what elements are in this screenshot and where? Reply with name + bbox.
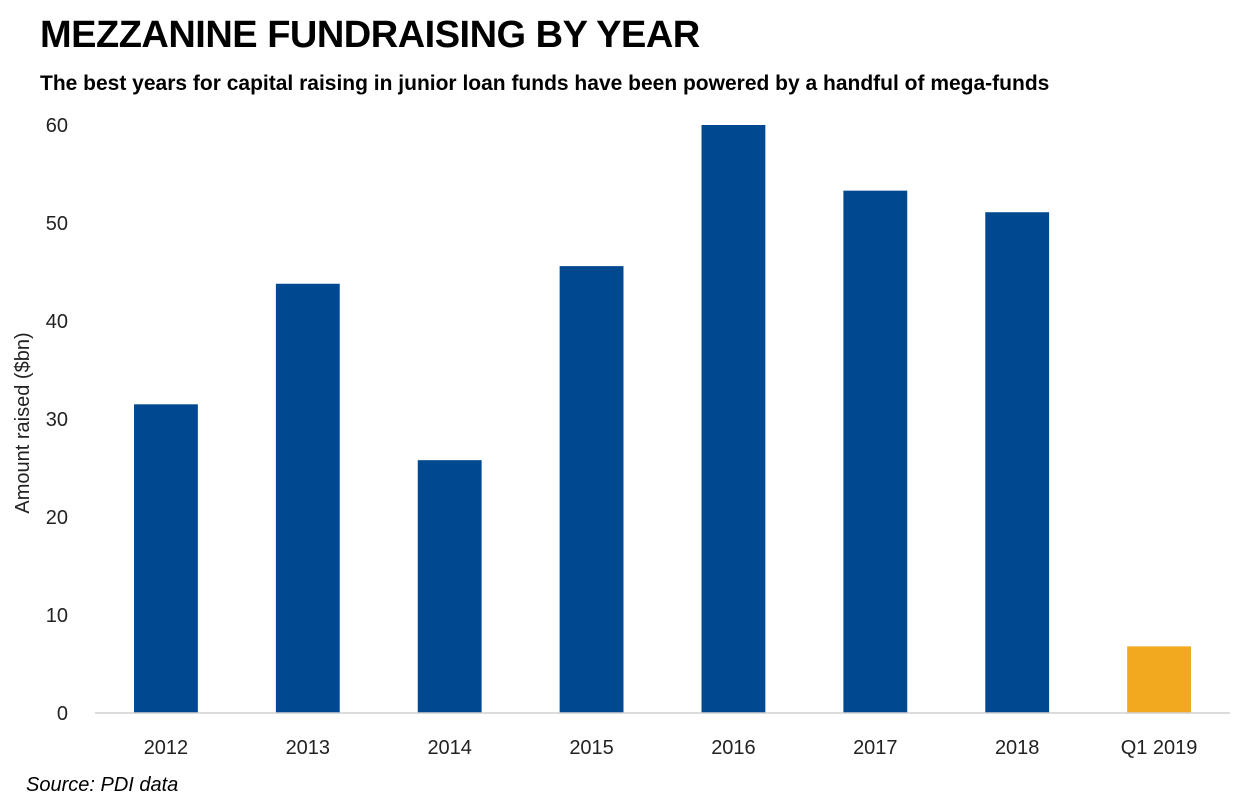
y-tick-label: 0 bbox=[57, 703, 68, 725]
x-tick-label: 2015 bbox=[569, 737, 614, 759]
bar-2015 bbox=[559, 266, 624, 713]
y-tick-label: 40 bbox=[46, 311, 68, 333]
bar-2013 bbox=[275, 283, 340, 713]
y-tick-label: 10 bbox=[46, 605, 68, 627]
x-tick-label: 2012 bbox=[144, 737, 189, 759]
source-note: Source: PDI data bbox=[26, 774, 179, 796]
bar-2018 bbox=[985, 212, 1050, 713]
y-axis-label: Amount raised ($bn) bbox=[12, 332, 34, 513]
y-tick-label: 20 bbox=[46, 507, 68, 529]
bar-2012 bbox=[134, 404, 198, 713]
x-tick-label: 2018 bbox=[995, 737, 1040, 759]
bars bbox=[134, 125, 1191, 713]
chart-subtitle: The best years for capital raising in ju… bbox=[40, 72, 1050, 95]
y-axis-ticks: 0 10 20 30 40 50 60 bbox=[46, 115, 68, 725]
x-axis-ticks: 2012 2013 2014 2015 2016 2017 2018 Q1 2019 bbox=[144, 737, 1198, 759]
y-tick-label: 30 bbox=[46, 409, 68, 431]
x-tick-label: Q1 2019 bbox=[1121, 737, 1198, 759]
bar-2016 bbox=[701, 125, 766, 713]
bar-q1-2019 bbox=[1127, 646, 1191, 713]
x-tick-label: 2017 bbox=[853, 737, 898, 759]
y-tick-label: 50 bbox=[46, 213, 68, 235]
x-tick-label: 2013 bbox=[286, 737, 331, 759]
x-tick-label: 2016 bbox=[711, 737, 756, 759]
y-tick-label: 60 bbox=[46, 115, 68, 137]
bar-2014 bbox=[417, 460, 482, 713]
bar-2017 bbox=[843, 190, 908, 713]
chart-title: MEZZANINE FUNDRAISING BY YEAR bbox=[40, 14, 700, 56]
x-tick-label: 2014 bbox=[427, 737, 472, 759]
